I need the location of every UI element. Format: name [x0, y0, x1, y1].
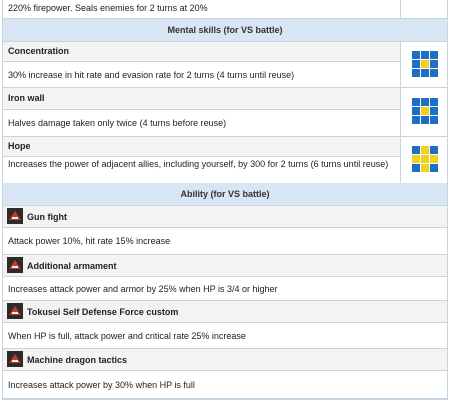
ability-name-row: Gun fight [3, 206, 447, 228]
ability-name: Tokusei Self Defense Force custom [27, 307, 179, 317]
ability-name: Machine dragon tactics [27, 355, 128, 365]
ability-icon [7, 303, 23, 319]
ability-name-row: Tokusei Self Defense Force custom [3, 301, 447, 323]
ability-desc-row: When HP is full, attack power and critic… [3, 323, 447, 349]
ability-name: Additional armament [27, 261, 117, 271]
skills-table: 220% firepower. Seals enemies for 2 turn… [2, 0, 448, 400]
ability-name-row: Additional armament [3, 255, 447, 277]
skill-name: Iron wall [8, 93, 45, 103]
range-cell [400, 88, 447, 136]
skill-description: Increases the power of adjacent allies, … [8, 159, 389, 169]
skill-row: Concentration 30% increase in hit rate a… [3, 42, 447, 88]
ability-desc-row: Increases attack power by 30% when HP is… [3, 371, 447, 399]
skill-name: Hope [8, 141, 31, 151]
skill-description: 30% increase in hit rate and evasion rat… [8, 70, 295, 80]
skill-row: Hope Increases the power of adjacent all… [3, 137, 447, 184]
ability-name: Gun fight [27, 212, 67, 222]
range-grid-icon [412, 51, 438, 77]
range-cell [400, 42, 447, 87]
range-grid-icon [412, 146, 438, 172]
skill-description: 220% firepower. Seals enemies for 2 turn… [8, 3, 208, 13]
ability-description: Increases attack power and armor by 25% … [8, 284, 278, 294]
ability-icon [7, 257, 23, 273]
ability-description: Increases attack power by 30% when HP is… [8, 380, 195, 390]
ability-desc-row: Attack power 10%, hit rate 15% increase [3, 228, 447, 255]
section-header-mental: Mental skills (for VS battle) [3, 19, 447, 42]
ability-icon [7, 208, 23, 224]
skill-row: Iron wall Halves damage taken only twice… [3, 88, 447, 137]
ability-description: When HP is full, attack power and critic… [8, 331, 246, 341]
range-grid-icon [412, 98, 438, 124]
range-cell [400, 137, 447, 183]
skill-description: Halves damage taken only twice (4 turns … [8, 118, 227, 128]
ability-name-row: Machine dragon tactics [3, 349, 447, 371]
ability-description: Attack power 10%, hit rate 15% increase [8, 236, 171, 246]
range-cell [400, 0, 447, 18]
skill-name: Concentration [8, 46, 70, 56]
ability-icon [7, 351, 23, 367]
table-row: 220% firepower. Seals enemies for 2 turn… [3, 0, 447, 19]
section-header-ability: Ability (for VS battle) [3, 183, 447, 206]
ability-desc-row: Increases attack power and armor by 25% … [3, 277, 447, 301]
